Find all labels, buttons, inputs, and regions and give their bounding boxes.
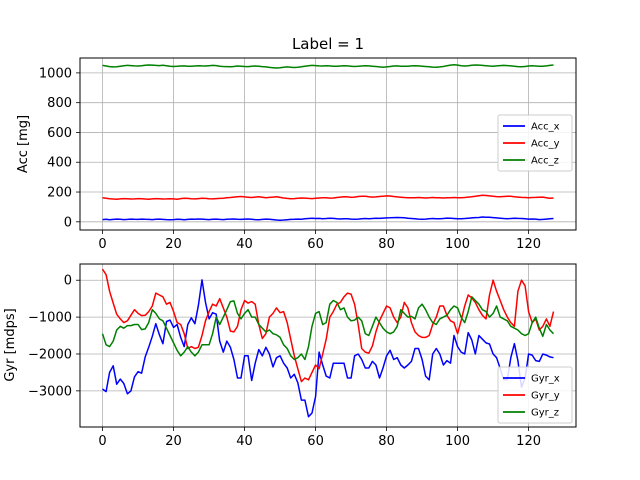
acc-ytick-label: 600 bbox=[47, 126, 72, 141]
acc-xtick-label: 60 bbox=[307, 237, 324, 252]
gyr-xtick-label: 120 bbox=[516, 434, 541, 449]
gyr-legend-label: Gyr_y bbox=[531, 391, 560, 402]
gyr-ticks: 0 20 40 60 80 100 120 −3000 −2000 −1000 0 bbox=[28, 274, 541, 449]
gyr-xtick-label: 20 bbox=[165, 434, 182, 449]
acc-axes: 0 20 40 60 80 100 120 0 200 400 600 800 1000 Acc [mg… bbox=[16, 57, 577, 252]
acc-lines bbox=[102, 63, 554, 221]
acc-grid bbox=[80, 58, 576, 230]
figure-title: Label = 1 bbox=[292, 35, 364, 53]
gyr-ytick-label: −1000 bbox=[28, 311, 72, 326]
gyr-ylabel: Gyr [mdps] bbox=[3, 308, 18, 381]
acc-xtick-label: 80 bbox=[378, 237, 395, 252]
acc-legend-label: Acc_y bbox=[531, 139, 560, 150]
acc-ticks: 0 20 40 60 80 100 120 0 200 400 600 800 1000 bbox=[39, 66, 541, 252]
gyr-series-gyr-z-line bbox=[101, 296, 555, 361]
acc-ytick-label: 800 bbox=[47, 96, 72, 111]
gyr-legend: Gyr_x Gyr_y Gyr_z bbox=[497, 366, 573, 424]
acc-legend-box bbox=[497, 114, 573, 172]
gyr-xtick-label: 80 bbox=[378, 434, 395, 449]
acc-axes-frame bbox=[79, 57, 577, 231]
acc-legend-label: Acc_z bbox=[531, 156, 559, 167]
acc-ytick-label: 0 bbox=[64, 215, 72, 230]
acc-ytick-label: 1000 bbox=[39, 66, 72, 81]
gyr-lines bbox=[101, 268, 555, 418]
gyr-series-gyr-x-line bbox=[102, 279, 554, 418]
gyr-ytick-label: −2000 bbox=[28, 347, 72, 362]
acc-xtick-label: 0 bbox=[98, 237, 106, 252]
gyr-legend-label: Gyr_z bbox=[531, 408, 559, 419]
acc-ylabel: Acc [mg] bbox=[16, 115, 31, 173]
acc-ytick-label: 200 bbox=[47, 186, 72, 201]
acc-series-acc-y-line bbox=[102, 194, 554, 200]
gyr-series-gyr-y-line bbox=[101, 268, 555, 383]
acc-legend: Acc_x Acc_y Acc_z bbox=[497, 114, 573, 172]
gyr-ytick-label: 0 bbox=[64, 274, 72, 289]
acc-ytick-label: 400 bbox=[47, 156, 72, 171]
acc-series-acc-z-line bbox=[102, 63, 554, 69]
acc-xtick-label: 40 bbox=[236, 237, 253, 252]
gyr-legend-label: Gyr_x bbox=[531, 374, 560, 385]
acc-xtick-label: 120 bbox=[516, 237, 541, 252]
gyr-axes: 0 20 40 60 80 100 120 −3000 −2000 −1000 0 Gyr [mdp… bbox=[3, 263, 577, 449]
gyr-xtick-label: 0 bbox=[98, 434, 106, 449]
acc-xtick-label: 100 bbox=[445, 237, 470, 252]
gyr-ytick-label: −3000 bbox=[28, 384, 72, 399]
gyr-xtick-label: 100 bbox=[445, 434, 470, 449]
gyr-xtick-label: 60 bbox=[307, 434, 324, 449]
gyr-xtick-label: 40 bbox=[236, 434, 253, 449]
gyr-axes-frame bbox=[79, 263, 577, 428]
acc-xtick-label: 20 bbox=[165, 237, 182, 252]
gyr-legend-box bbox=[497, 366, 573, 424]
acc-legend-label: Acc_x bbox=[531, 122, 560, 133]
acc-series-acc-x-line bbox=[102, 216, 554, 221]
